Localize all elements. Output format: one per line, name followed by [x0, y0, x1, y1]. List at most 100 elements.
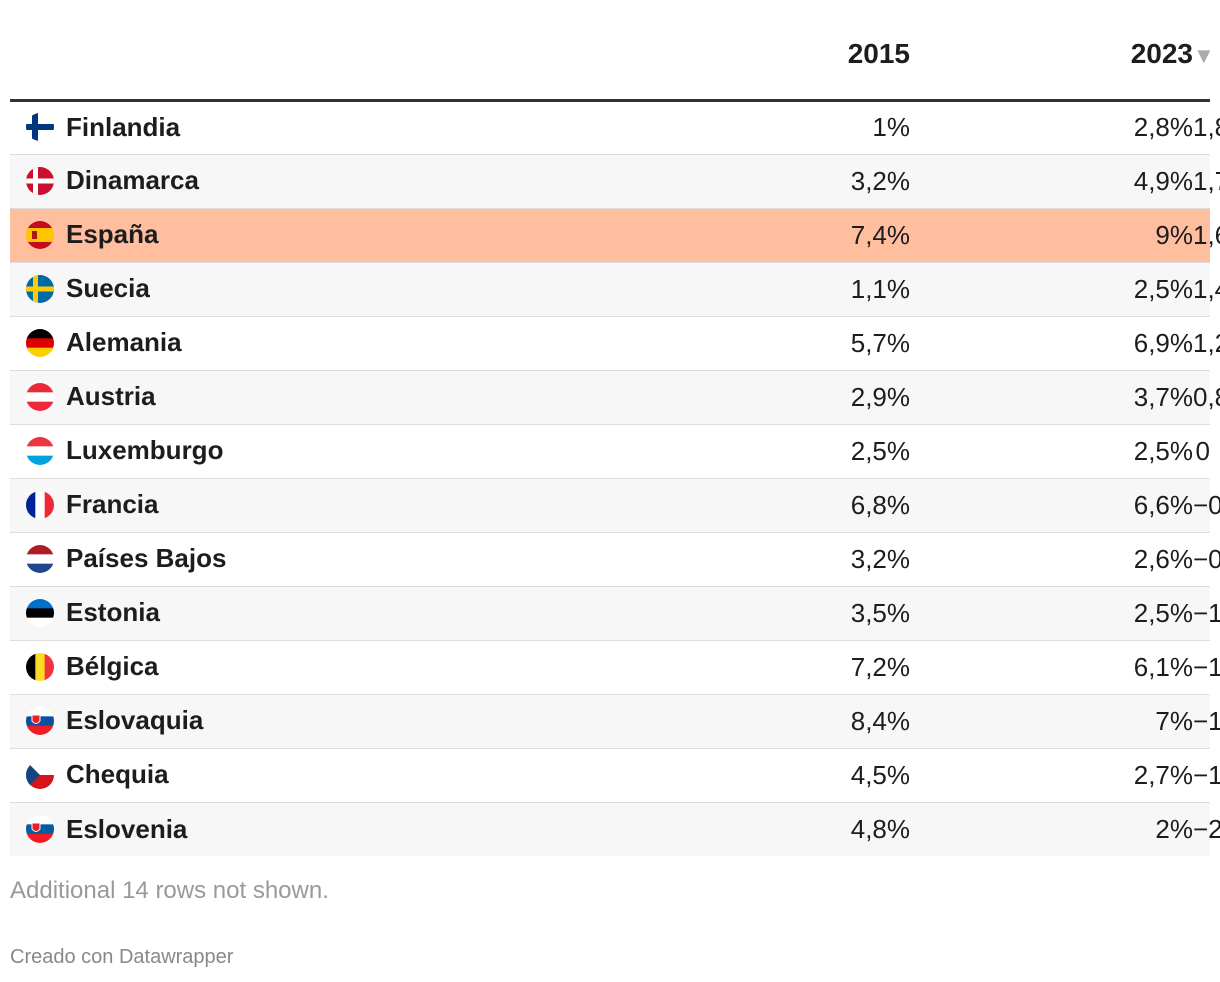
header-cell	[10, 0, 615, 102]
row: Eslovaquia 8,4%7%−1,4	[10, 694, 1220, 749]
header-cell: 2023	[910, 0, 1193, 102]
value-cell: 1,7	[1193, 154, 1220, 209]
flag	[26, 113, 54, 142]
row: Finlandia 1%2,8%1,8	[10, 100, 1220, 155]
country-name: Alemania	[66, 327, 182, 358]
flag	[26, 652, 54, 681]
value-cell: 2,5%	[615, 424, 910, 479]
country-name: Francia	[66, 489, 159, 520]
value-cell: 2,7%	[910, 748, 1193, 803]
flag	[26, 760, 54, 789]
country-cell: Eslovaquia	[10, 694, 615, 749]
value-cell: 2,8%	[910, 100, 1193, 155]
value-cell: −1,1	[1193, 640, 1220, 695]
row: España 7,4%9%1,6	[10, 208, 1220, 263]
country-name: Suecia	[66, 273, 150, 304]
flag	[26, 328, 54, 357]
row: Chequia 4,5%2,7%−1,8	[10, 748, 1220, 803]
value-cell: 1,8	[1193, 100, 1220, 155]
country-cell: Alemania	[10, 316, 615, 371]
flag	[26, 490, 54, 519]
value-cell: 3,2%	[615, 154, 910, 209]
country-cell: Eslovenia	[10, 802, 615, 856]
country-cell: Francia	[10, 478, 615, 533]
country-cell: Estonia	[10, 586, 615, 641]
flag	[26, 706, 54, 735]
row: Dinamarca 3,2%4,9%1,7	[10, 154, 1220, 209]
country-name: Finlandia	[66, 111, 181, 142]
country-name: Austria	[66, 381, 156, 412]
country-name: Eslovaquia	[66, 705, 204, 736]
credit: Creado con Datawrapper	[10, 946, 234, 968]
value-cell: −0,2	[1193, 478, 1220, 533]
flag	[26, 814, 54, 843]
country-cell: España	[10, 208, 615, 263]
country-cell: Suecia	[10, 262, 615, 317]
country-name: Luxemburgo	[66, 435, 224, 466]
header-cell: 2015	[615, 0, 910, 102]
footer-note: Additional 14 rows not shown.	[10, 877, 329, 904]
country-cell: Chequia	[10, 748, 615, 803]
country-name: Chequia	[66, 759, 169, 790]
value-cell: 5,7%	[615, 316, 910, 371]
value-cell: 1,4	[1193, 262, 1220, 317]
value-cell: 1,1%	[615, 262, 910, 317]
value-cell: 2,5%	[910, 424, 1193, 479]
value-cell: 6,1%	[910, 640, 1193, 695]
value-cell: −0,6	[1193, 532, 1220, 587]
row: Eslovenia 4,8%2%−2,8	[10, 802, 1220, 856]
value-cell: −1,4	[1193, 694, 1220, 749]
country-name: España	[66, 219, 159, 250]
value-cell: 1,6	[1193, 208, 1220, 263]
value-cell: 3,7%	[910, 370, 1193, 425]
value-cell: 7,4%	[615, 208, 910, 263]
country-name: Dinamarca	[66, 165, 199, 196]
value-cell: 4,9%	[910, 154, 1193, 209]
flag	[26, 382, 54, 411]
value-cell: 7%	[910, 694, 1193, 749]
table: 2015 2023 ▼Dif. Finlandia1%2,8%1,8Dinama…	[10, 0, 1220, 856]
flag	[26, 598, 54, 627]
country-name: Bélgica	[66, 651, 159, 682]
table-wrap: 2015 2023 ▼Dif. Finlandia1%2,8%1,8Dinama…	[10, 0, 1220, 856]
value-cell: 2,9%	[615, 370, 910, 425]
value-cell: −1	[1193, 586, 1220, 641]
flag	[26, 544, 54, 573]
value-cell: 4,5%	[615, 748, 910, 803]
row: Austria 2,9%3,7%0,8	[10, 370, 1220, 425]
country-cell: Luxemburgo	[10, 424, 615, 479]
row: Suecia 1,1%2,5%1,4	[10, 262, 1220, 317]
value-cell: 2,5%	[910, 586, 1193, 641]
country-cell: Bélgica	[10, 640, 615, 695]
value-cell: 8,4%	[615, 694, 910, 749]
value-cell: −2,8	[1193, 802, 1220, 856]
country-cell: Finlandia	[10, 100, 615, 155]
value-cell: 1%	[615, 100, 910, 155]
row: Francia 6,8%6,6%−0,2	[10, 478, 1220, 533]
value-cell: 7,2%	[615, 640, 910, 695]
row: Bélgica 7,2%6,1%−1,1	[10, 640, 1220, 695]
country-name: Eslovenia	[66, 813, 188, 844]
value-cell: 2,5%	[910, 262, 1193, 317]
country-cell: Austria	[10, 370, 615, 425]
row: Estonia 3,5% 2,5% −1	[10, 586, 1220, 641]
value-cell: 6,9%	[910, 316, 1193, 371]
value-cell: 3,2%	[615, 532, 910, 587]
country-name: Estonia	[66, 597, 160, 628]
value-cell: 0	[1193, 424, 1210, 479]
row: Países Bajos 3,2%2,6%−0,6	[10, 532, 1220, 587]
value-cell: 6,8%	[615, 478, 910, 533]
country-cell: Países Bajos	[10, 532, 615, 587]
value-cell: 6,6%	[910, 478, 1193, 533]
sort-icon: ▼	[1193, 43, 1215, 68]
flag	[26, 166, 54, 195]
flag	[26, 436, 54, 465]
value-cell: 2,6%	[910, 532, 1193, 587]
value-cell: 3,5%	[615, 586, 910, 641]
flag	[26, 274, 54, 303]
country-name: Países Bajos	[66, 543, 227, 574]
header-cell: ▼Dif.	[1193, 0, 1215, 102]
value-cell: 1,2	[1193, 316, 1220, 371]
value-cell: 0,8	[1193, 370, 1220, 425]
